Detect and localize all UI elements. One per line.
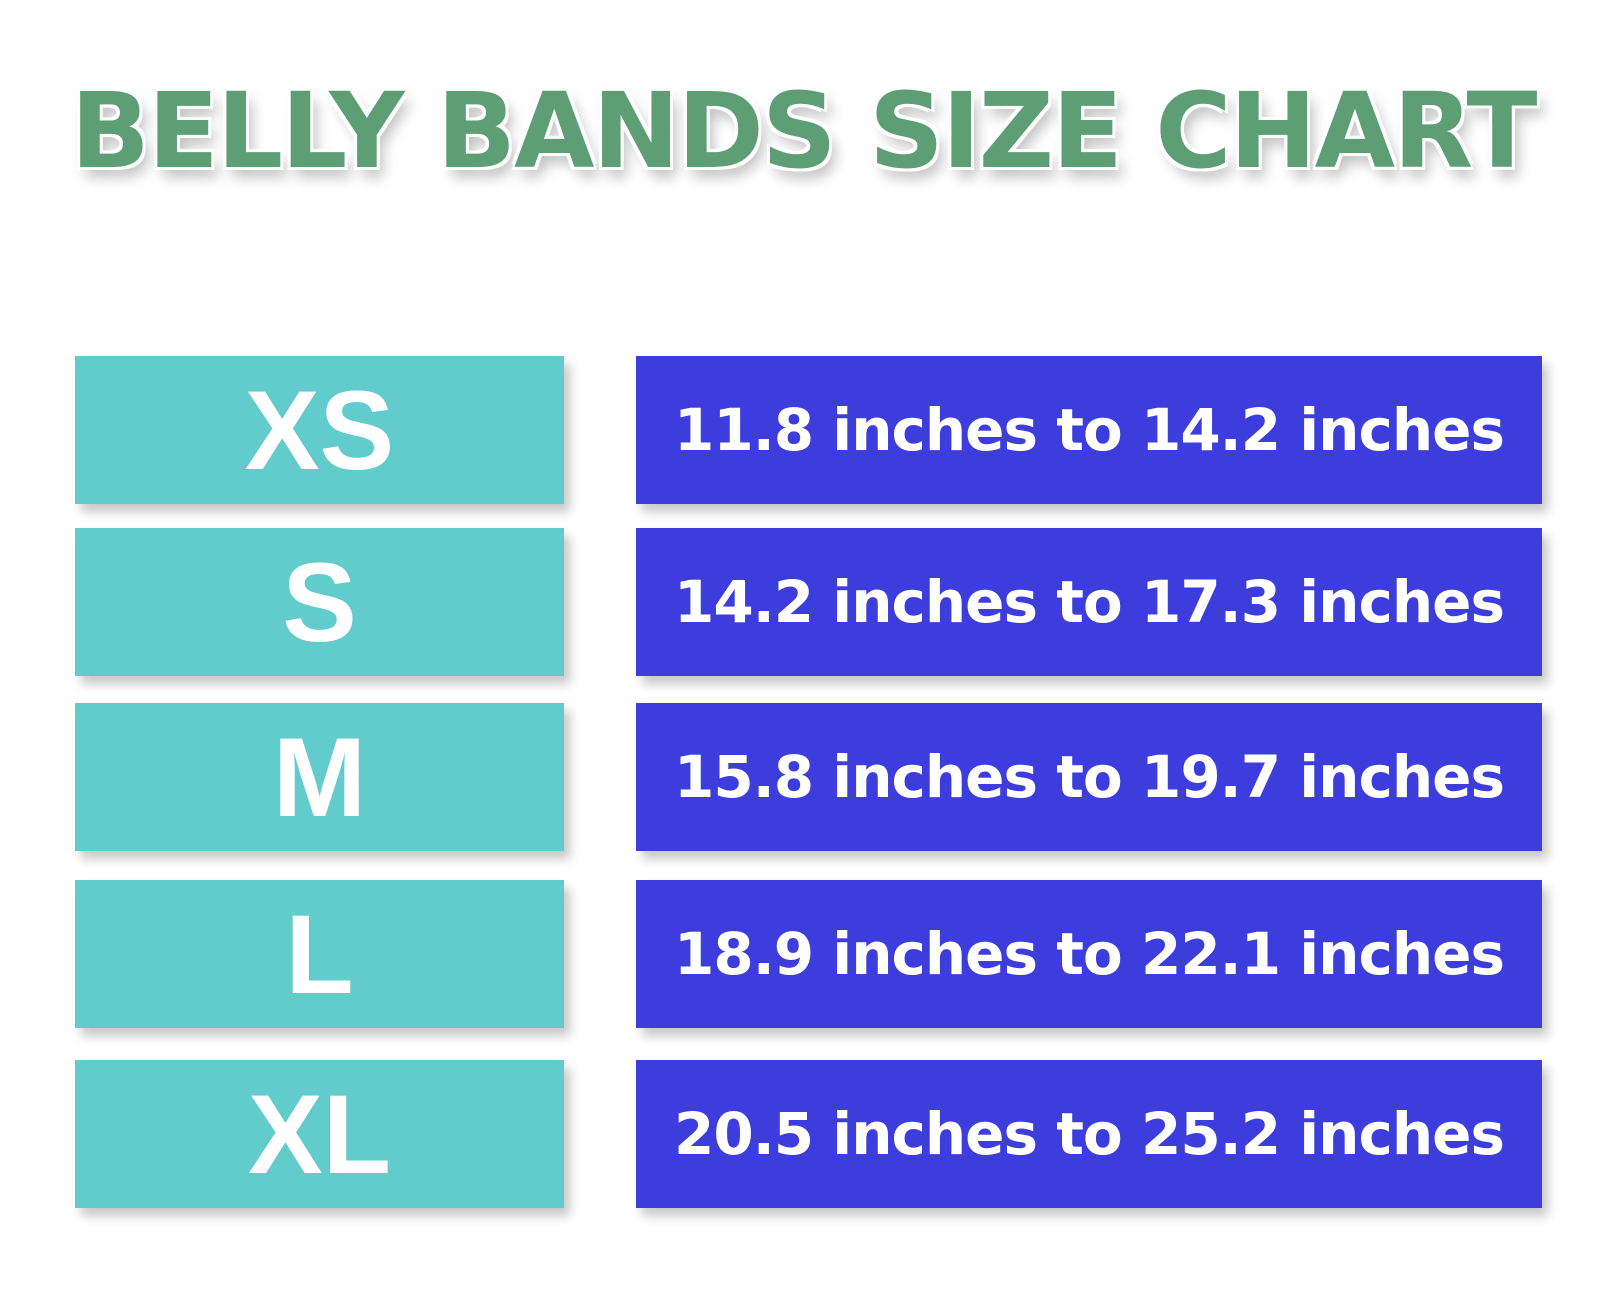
size-label: L <box>75 880 564 1028</box>
size-range: 20.5 inches to 25.2 inches <box>636 1060 1542 1208</box>
size-range: 18.9 inches to 22.1 inches <box>636 880 1542 1028</box>
size-label: S <box>75 528 564 676</box>
size-range: 14.2 inches to 17.3 inches <box>636 528 1542 676</box>
size-range: 11.8 inches to 14.2 inches <box>636 356 1542 504</box>
size-label: XL <box>75 1060 564 1208</box>
size-label: M <box>75 703 564 851</box>
title: BELLY BANDS SIZE CHART <box>69 69 1539 194</box>
size-label: XS <box>75 356 564 504</box>
size-range: 15.8 inches to 19.7 inches <box>636 703 1542 851</box>
